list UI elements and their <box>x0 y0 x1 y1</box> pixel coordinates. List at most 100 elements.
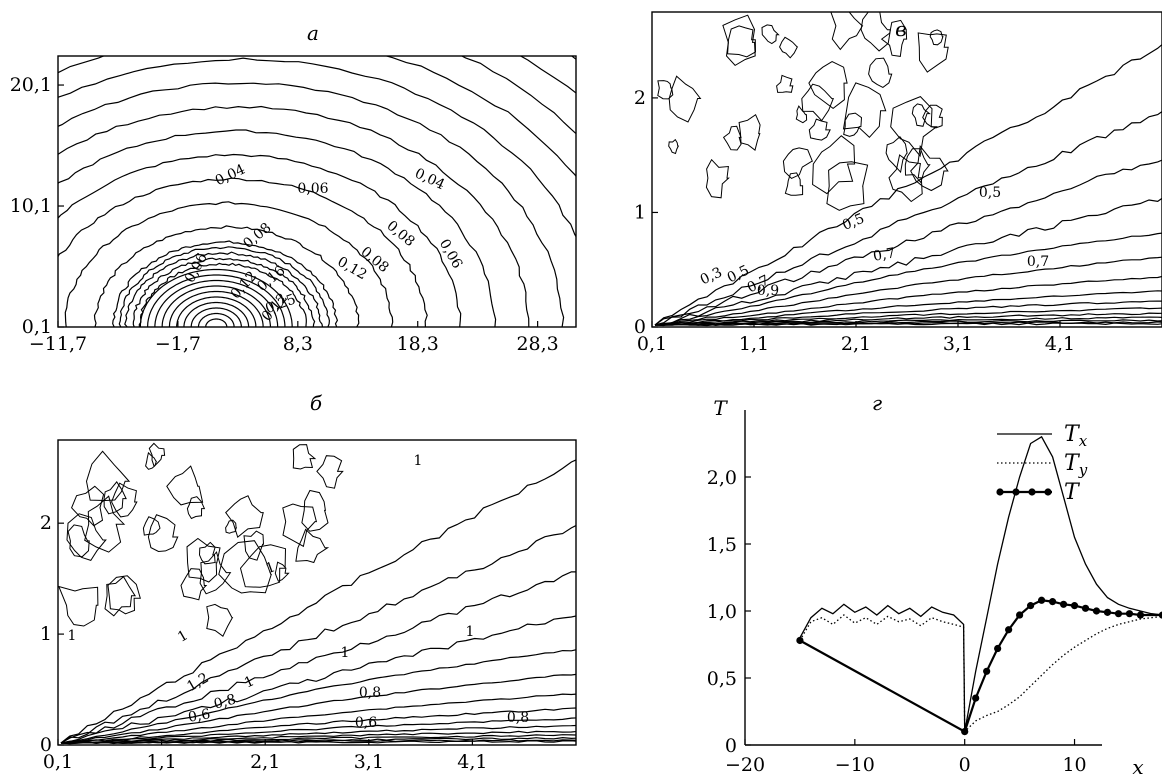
contour-label: 0,08 <box>240 220 274 252</box>
contour-label: 0,3 <box>698 264 725 288</box>
contour-line <box>176 296 257 327</box>
contour-label: 0,5 <box>840 211 867 234</box>
legend-label-T_x: Tx <box>1064 422 1088 450</box>
contour-label: 0,04 <box>412 166 447 194</box>
contour-line <box>654 197 1162 327</box>
noise-contour <box>239 544 287 588</box>
legend-marker-T <box>996 488 1004 496</box>
series-point-T <box>1158 611 1162 619</box>
contour-label: 1 <box>242 673 257 691</box>
panel-g-title: г <box>872 391 882 415</box>
panel-g-y-ticks: 0 0,5 1,0 1,5 2,0 <box>707 467 751 757</box>
noise-contour <box>142 516 161 536</box>
contour-line <box>654 319 1162 326</box>
contour-label: 0,5 <box>979 185 1001 201</box>
contour-line <box>654 322 1162 327</box>
noise-contour <box>868 57 893 88</box>
noise-contour <box>722 125 742 151</box>
contour-label: 0,8 <box>359 685 381 701</box>
panel-v-y-ticks: 0 1 2 <box>634 87 658 338</box>
noise-contour <box>166 465 204 506</box>
noise-contour <box>722 14 756 67</box>
x-tick-label: 8,3 <box>283 333 313 355</box>
x-tick-label: 2,1 <box>250 751 280 773</box>
contour-label: 0,06 <box>182 251 211 286</box>
series-point-T <box>796 636 804 645</box>
panel-v-noise-contours <box>657 12 949 211</box>
series-point-T <box>1005 626 1013 634</box>
panel-a-contours <box>0 0 768 327</box>
contour-line <box>147 274 286 327</box>
panel-b-x-ticks: 0,1 1,1 2,1 3,1 4,1 <box>43 739 488 773</box>
series-point-T <box>1103 608 1112 616</box>
contour-line <box>58 177 428 327</box>
x-tick-label: 10 <box>1062 754 1086 776</box>
noise-contour <box>668 138 680 155</box>
x-tick-label: −10 <box>835 754 875 776</box>
noise-contour <box>107 575 141 615</box>
noise-contour <box>316 455 344 489</box>
noise-contour <box>84 495 126 553</box>
contour-line <box>654 159 1162 326</box>
noise-contour <box>911 103 931 127</box>
contour-label: 1 <box>175 627 191 645</box>
noise-contour <box>148 442 166 468</box>
series-point-T <box>1059 600 1068 608</box>
y-tick-label: 0,1 <box>22 316 52 338</box>
contour-label: 1 <box>264 559 278 577</box>
contour-line <box>60 673 576 744</box>
x-tick-label: 1,1 <box>146 751 176 773</box>
contour-group <box>654 43 1162 327</box>
noise-contour <box>705 158 730 199</box>
panel-v-frame <box>651 11 1162 328</box>
noise-contour <box>218 540 272 594</box>
contour-group <box>60 459 576 745</box>
contour-line <box>654 110 1162 326</box>
y-tick-label: 2 <box>40 512 52 534</box>
contour-line <box>0 0 768 327</box>
series-point-T <box>1114 610 1123 618</box>
x-tick-label: 0,1 <box>43 751 73 773</box>
y-tick-label: 2 <box>634 87 646 109</box>
contour-line <box>58 153 462 327</box>
legend-label-T_y: Ty <box>1064 451 1088 479</box>
noise-contour <box>808 118 831 141</box>
legend-subscript-T_x: x <box>1079 432 1088 450</box>
contour-line <box>190 307 242 327</box>
series-point-T <box>1081 604 1090 612</box>
noise-contour <box>274 561 290 582</box>
noise-contour <box>67 524 90 558</box>
contour-label: 0,9 <box>757 283 779 299</box>
noise-contour <box>104 575 137 617</box>
contour-line <box>655 307 1162 326</box>
series-point-T <box>994 644 1002 653</box>
noise-contour <box>801 83 835 122</box>
noise-contour <box>180 568 208 601</box>
series-point-T <box>1070 602 1079 610</box>
contour-label: 0,16 <box>254 263 288 295</box>
panel-b-frame <box>57 439 577 746</box>
noise-contour <box>58 585 99 627</box>
x-tick-label: −20 <box>725 754 765 776</box>
contour-line <box>183 301 250 327</box>
noise-contour <box>860 12 891 52</box>
x-tick-label: 4,1 <box>457 751 487 773</box>
panel-a: а 0,04 0,040,06 0,060,060,08 0,080,080,12 0,… <box>0 0 768 355</box>
contour-line <box>205 318 228 327</box>
x-tick-label: 2,1 <box>841 333 871 355</box>
noise-contour <box>71 485 105 527</box>
legend-marker-T <box>1012 488 1020 496</box>
noise-contour <box>779 36 799 59</box>
noise-contour <box>85 450 131 502</box>
contour-line <box>64 201 394 327</box>
noise-contour <box>776 74 794 93</box>
panel-v-x-ticks: 0,1 1,1 2,1 3,1 4,1 <box>637 321 1075 355</box>
series-line-T_y <box>799 614 1162 734</box>
noise-contour <box>727 25 757 58</box>
noise-contour <box>206 603 234 637</box>
x-tick-label: 0 <box>959 754 971 776</box>
